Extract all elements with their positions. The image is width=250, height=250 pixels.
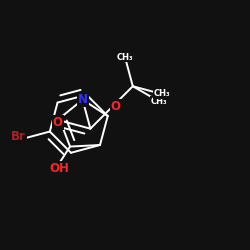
Text: Br: Br [11, 130, 26, 143]
Text: N: N [78, 93, 88, 106]
Text: CH₃: CH₃ [117, 53, 133, 62]
Text: O: O [110, 100, 120, 113]
Text: OH: OH [49, 162, 69, 175]
Text: CH₃: CH₃ [154, 90, 170, 98]
Text: CH₃: CH₃ [150, 97, 167, 106]
Text: O: O [53, 116, 63, 129]
